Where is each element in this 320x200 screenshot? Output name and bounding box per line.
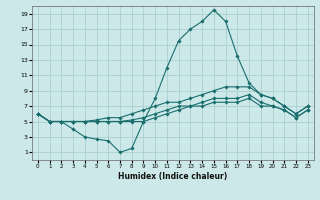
X-axis label: Humidex (Indice chaleur): Humidex (Indice chaleur) (118, 172, 228, 181)
